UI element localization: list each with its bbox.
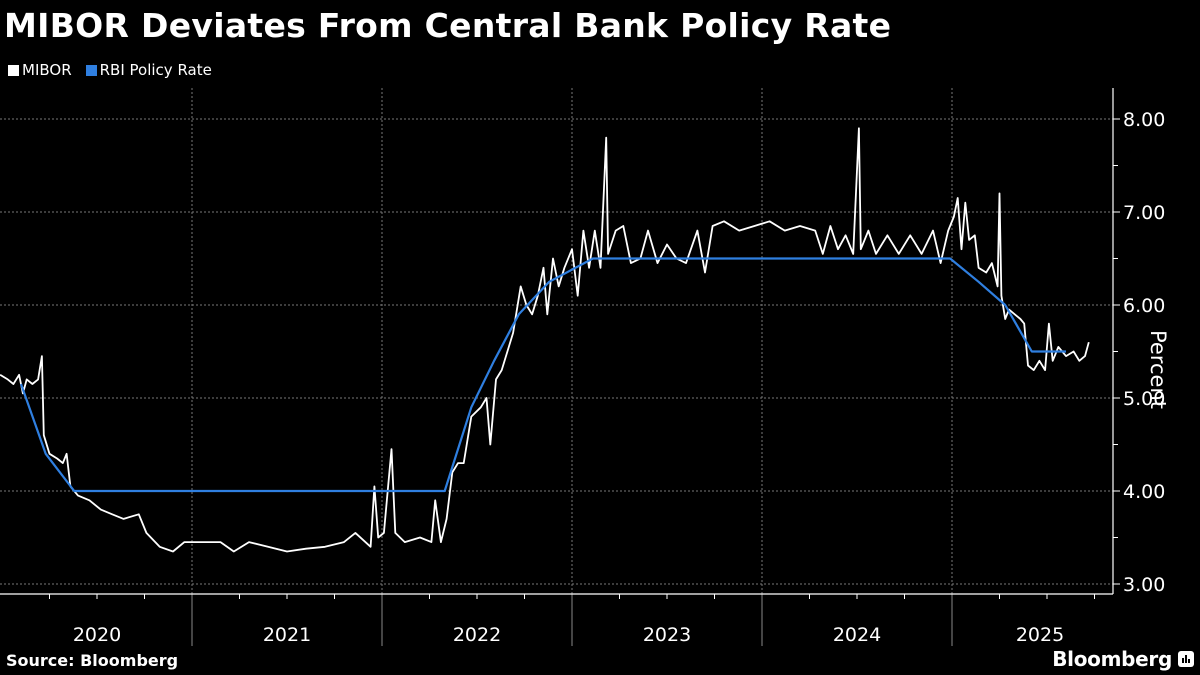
y-tick-label: 7.00	[1123, 202, 1165, 224]
x-tick-label: 2021	[263, 624, 311, 646]
source-note: Source: Bloomberg	[6, 651, 179, 670]
legend-swatch-mibor-icon	[8, 64, 19, 76]
x-tick-label: 2022	[453, 624, 501, 646]
bloomberg-logo: Bloomberg	[1052, 647, 1172, 671]
y-tick-label: 8.00	[1123, 109, 1165, 131]
legend-swatch-rbi-icon	[85, 64, 97, 76]
x-tick-label: 2025	[1016, 624, 1064, 646]
legend: MIBOR RBI Policy Rate	[8, 61, 212, 79]
y-tick-label: 6.00	[1123, 295, 1165, 317]
chart-title: MIBOR Deviates From Central Bank Policy …	[4, 6, 892, 45]
y-tick-label: 4.00	[1123, 481, 1165, 503]
bloomberg-chart-icon	[1178, 651, 1194, 667]
x-tick-label: 2020	[73, 624, 121, 646]
legend-item-mibor: MIBOR	[8, 61, 72, 79]
y-tick-label: 3.00	[1123, 574, 1165, 596]
legend-item-rbi: RBI Policy Rate	[85, 61, 212, 79]
rbi-policy-rate-line	[19, 257, 1066, 493]
series-lines	[0, 127, 1090, 553]
x-tick-label: 2023	[643, 624, 691, 646]
axes: 3.00 4.00 5.00 6.00 7.00 8.00 2020 2021 2022 2023…	[0, 88, 1165, 646]
legend-label-rbi: RBI Policy Rate	[99, 61, 212, 79]
y-axis-label: Percent	[1146, 330, 1170, 410]
x-tick-label: 2024	[833, 624, 881, 646]
gridlines	[0, 88, 1113, 594]
mibor-line	[0, 127, 1090, 553]
legend-label-mibor: MIBOR	[22, 61, 72, 79]
y-tick-label: 5.00	[1123, 388, 1165, 410]
